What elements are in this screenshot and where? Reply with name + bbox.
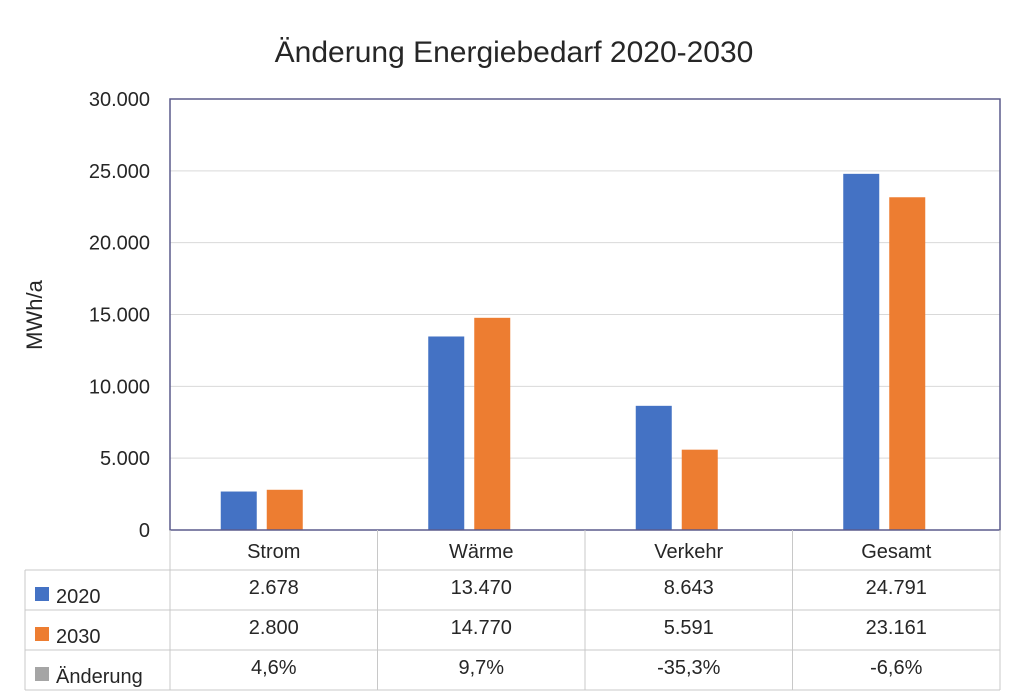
bar-2030-Wärme (474, 317, 511, 530)
data-label: 23.161 (866, 617, 927, 639)
y-tick-label: 25.000 (89, 161, 150, 183)
y-tick-label: 30.000 (89, 89, 150, 111)
legend-label: 2020 (56, 586, 101, 608)
y-tick-label: 5.000 (100, 448, 150, 470)
bar-2030-Verkehr (681, 449, 718, 530)
data-label: 13.470 (451, 577, 512, 599)
data-label: -6,6% (870, 657, 922, 679)
x-tick-label: Strom (247, 541, 300, 563)
bar-2020-Strom (220, 491, 257, 530)
y-tick-label: 0 (139, 520, 150, 542)
data-label: 4,6% (251, 657, 297, 679)
bar-2020-Wärme (428, 336, 465, 530)
legend-swatch (35, 627, 49, 641)
y-tick-label: 10.000 (89, 376, 150, 398)
data-label: 24.791 (866, 577, 927, 599)
data-label: 2.800 (249, 617, 299, 639)
x-tick-label: Wärme (449, 541, 513, 563)
y-axis-ticks: 0 5.000 10.000 15.000 20.000 25.000 30.000 (89, 89, 150, 542)
data-label: 2.678 (249, 577, 299, 599)
data-table: Strom Wärme Verkehr Gesamt 2020 2.678 13.470 8.… (24, 530, 1001, 691)
chart-title: Änderung Energiebedarf 2020-2030 (275, 36, 754, 69)
bar-2030-Gesamt (889, 197, 926, 530)
x-tick-label: Verkehr (654, 541, 723, 563)
legend-swatch (35, 667, 49, 681)
x-tick-label: Gesamt (861, 541, 931, 563)
y-tick-label: 15.000 (89, 305, 150, 327)
bars (220, 173, 926, 530)
legend-label: Änderung (56, 666, 143, 688)
legend-label: 2030 (56, 626, 101, 648)
data-label: -35,3% (657, 657, 721, 679)
data-label: 14.770 (451, 617, 512, 639)
bar-2020-Verkehr (635, 405, 672, 530)
y-axis-label: MWh/a (22, 279, 47, 349)
legend-swatch (35, 587, 49, 601)
bar-2020-Gesamt (843, 173, 880, 530)
data-label: 8.643 (664, 577, 714, 599)
bar-2030-Strom (266, 489, 303, 530)
data-label: 5.591 (664, 617, 714, 639)
data-label: 9,7% (458, 657, 504, 679)
y-tick-label: 20.000 (89, 233, 150, 255)
